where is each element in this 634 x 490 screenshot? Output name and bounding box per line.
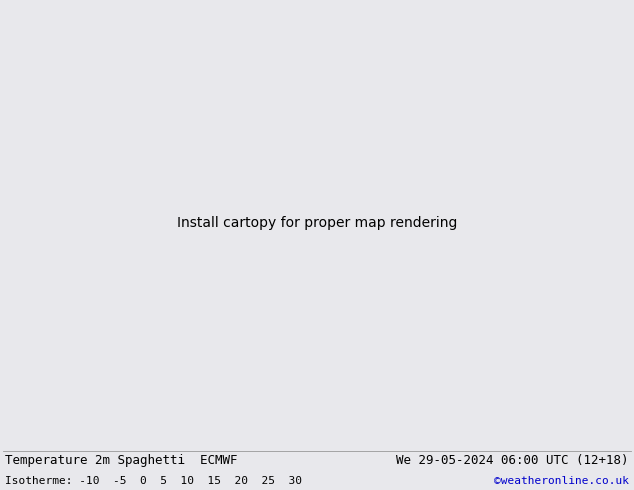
Text: Install cartopy for proper map rendering: Install cartopy for proper map rendering — [177, 216, 457, 230]
Text: ©weatheronline.co.uk: ©weatheronline.co.uk — [494, 476, 629, 487]
Text: We 29-05-2024 06:00 UTC (12+18): We 29-05-2024 06:00 UTC (12+18) — [396, 454, 629, 467]
Text: Isotherme: -10  -5  0  5  10  15  20  25  30: Isotherme: -10 -5 0 5 10 15 20 25 30 — [5, 476, 302, 487]
Text: Temperature 2m Spaghetti  ECMWF: Temperature 2m Spaghetti ECMWF — [5, 454, 238, 467]
